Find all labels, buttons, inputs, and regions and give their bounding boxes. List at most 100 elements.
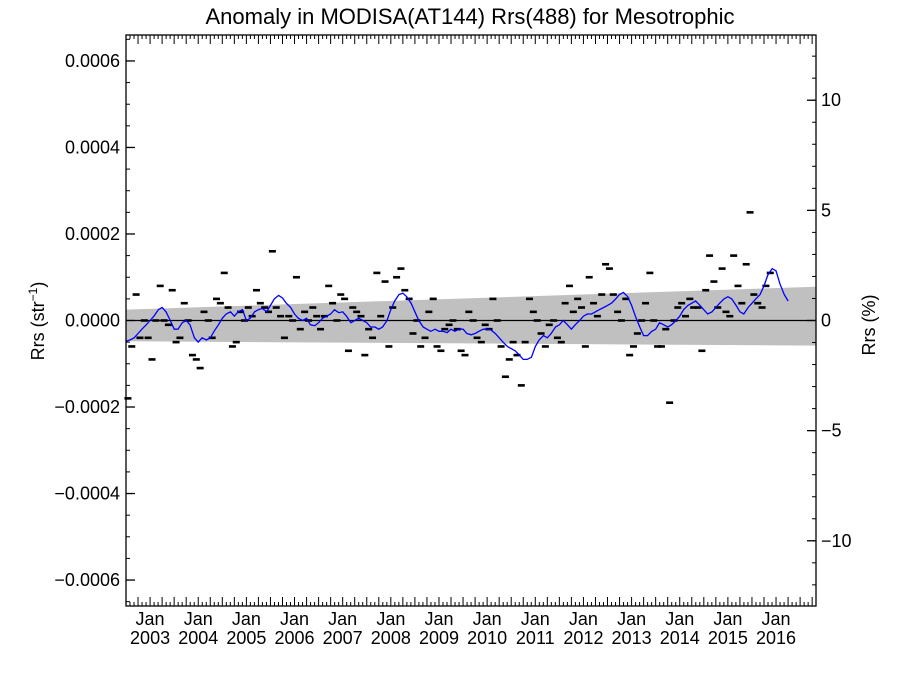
monthly-point	[341, 297, 349, 301]
x-tick-year-label: 2007	[323, 628, 363, 648]
monthly-point	[437, 349, 445, 353]
monthly-point	[754, 301, 762, 305]
x-tick-month-label: Jan	[617, 609, 646, 629]
right-y-axis: 10 5 0 −5 −10	[807, 55, 852, 586]
x-tick-month-label: Jan	[184, 609, 213, 629]
monthly-point	[401, 288, 409, 292]
x-tick-month-label: Jan	[665, 609, 694, 629]
monthly-point	[702, 288, 710, 292]
monthly-point	[638, 319, 646, 322]
monthly-point	[706, 254, 714, 257]
x-tick-year-label: 2013	[612, 628, 652, 648]
x-tick-year-label: 2015	[708, 628, 748, 648]
left-tick-label: 0.0002	[65, 224, 120, 244]
monthly-point	[317, 327, 325, 331]
x-tick-year-label: 2004	[178, 628, 218, 648]
monthly-point	[529, 310, 537, 314]
x-tick-year-label: 2010	[467, 628, 507, 648]
chart-title: Anomaly in MODISA(AT144) Rrs(488) for Me…	[206, 4, 735, 29]
monthly-point	[268, 249, 276, 253]
monthly-point	[537, 332, 545, 335]
monthly-point	[730, 254, 738, 257]
monthly-point	[204, 319, 212, 322]
monthly-point	[501, 375, 509, 379]
monthly-point	[565, 284, 573, 288]
plot-area	[124, 211, 816, 404]
x-tick-year-label: 2012	[563, 628, 603, 648]
x-tick-month-label: Jan	[521, 609, 550, 629]
monthly-point	[156, 284, 164, 288]
monthly-point	[136, 336, 144, 340]
monthly-point	[481, 323, 489, 327]
right-tick-label: 0	[821, 311, 831, 331]
monthly-point	[509, 340, 517, 344]
monthly-point	[553, 336, 561, 340]
x-tick-year-label: 2005	[226, 628, 266, 648]
right-tick-label: 10	[821, 90, 841, 110]
monthly-point	[690, 306, 698, 309]
monthly-point	[746, 211, 754, 214]
monthly-point	[132, 293, 140, 296]
monthly-point	[208, 336, 216, 340]
monthly-point	[593, 314, 601, 318]
monthly-point	[686, 297, 694, 301]
monthly-point	[349, 306, 357, 309]
monthly-point	[397, 267, 405, 270]
monthly-point	[216, 301, 224, 305]
monthly-point	[633, 332, 641, 335]
monthly-point	[590, 301, 598, 305]
monthly-point	[453, 327, 461, 331]
monthly-point	[722, 310, 730, 314]
monthly-point	[762, 284, 770, 288]
monthly-point	[477, 340, 485, 344]
monthly-point	[646, 271, 654, 275]
monthly-point	[389, 306, 397, 309]
monthly-point	[213, 297, 221, 301]
monthly-point	[457, 349, 465, 353]
monthly-point	[240, 319, 248, 322]
x-tick-month-label: Jan	[713, 609, 742, 629]
monthly-point	[561, 301, 569, 305]
monthly-point	[237, 310, 245, 314]
x-axis: Jan2003Jan2004Jan2005Jan2006Jan2007Jan20…	[125, 35, 813, 648]
monthly-point	[617, 319, 625, 322]
monthly-point	[353, 310, 361, 314]
left-axis-title: Rrs (str−1)	[26, 282, 48, 361]
monthly-point	[602, 262, 610, 266]
left-axis-title-sup: −1	[26, 287, 40, 301]
monthly-point	[425, 310, 433, 314]
monthly-points	[124, 211, 774, 404]
monthly-point	[521, 340, 529, 344]
x-tick-year-label: 2006	[275, 628, 315, 648]
smoothed-anomaly-line	[125, 267, 789, 361]
monthly-point	[622, 297, 630, 301]
left-tick-label: 0.0000	[65, 311, 120, 331]
monthly-point	[449, 319, 457, 322]
monthly-point	[385, 345, 393, 348]
monthly-point	[766, 271, 774, 275]
monthly-point	[429, 297, 437, 301]
monthly-point	[393, 275, 401, 279]
monthly-point	[433, 345, 441, 348]
monthly-point	[598, 293, 606, 296]
left-axis-title-close: )	[28, 282, 48, 288]
monthly-point	[662, 327, 670, 331]
monthly-point	[365, 327, 373, 331]
monthly-point	[734, 284, 742, 288]
monthly-point	[413, 319, 421, 322]
x-tick-month-label: Jan	[280, 609, 309, 629]
x-tick-month-label: Jan	[232, 609, 261, 629]
monthly-point	[630, 345, 638, 348]
monthly-point	[220, 271, 228, 275]
monthly-point	[605, 267, 613, 270]
monthly-point	[320, 314, 328, 318]
monthly-point	[301, 310, 309, 314]
monthly-point	[678, 301, 686, 305]
monthly-point	[228, 345, 236, 348]
monthly-point	[441, 327, 449, 331]
monthly-point	[292, 275, 300, 279]
monthly-point	[526, 297, 534, 301]
monthly-point	[670, 319, 678, 322]
monthly-point	[657, 345, 665, 348]
